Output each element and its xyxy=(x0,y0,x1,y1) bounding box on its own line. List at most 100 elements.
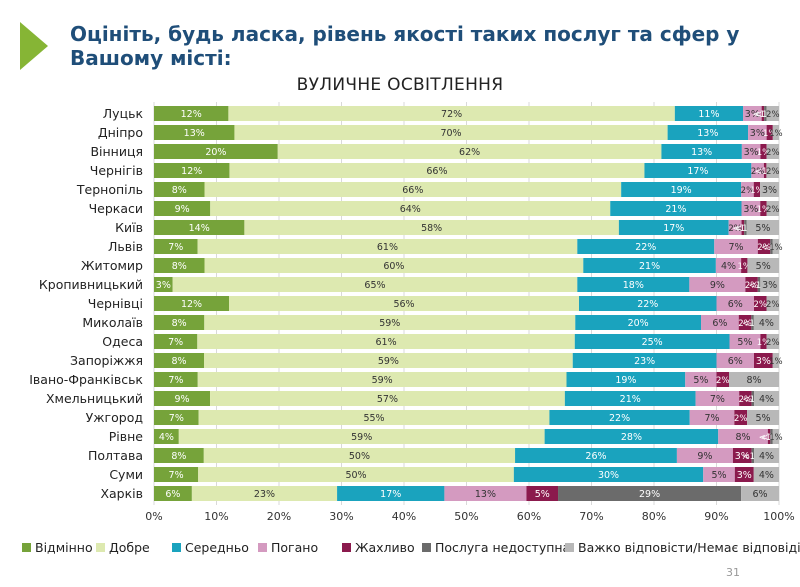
bar-segment xyxy=(760,144,767,159)
category-label: Івано-Франківськ xyxy=(29,372,143,387)
bar-segment xyxy=(766,334,779,349)
data-label: 66% xyxy=(426,166,447,177)
data-label: 12% xyxy=(181,299,202,310)
data-label: <1% xyxy=(749,281,770,291)
data-label: 17% xyxy=(380,489,401,500)
data-label: 3% xyxy=(762,185,777,196)
data-label: 8% xyxy=(171,356,186,367)
data-label: 7% xyxy=(710,394,725,405)
data-label: 6% xyxy=(712,318,727,329)
data-label: 58% xyxy=(421,223,442,234)
data-label: 5% xyxy=(756,413,771,424)
bar-segment xyxy=(210,201,611,216)
data-label: 2% xyxy=(728,224,742,234)
bar-segment xyxy=(154,125,235,140)
legend-item: Середньо xyxy=(172,540,249,555)
data-label: <1% xyxy=(743,395,764,405)
bar-segment xyxy=(689,410,735,425)
bar-segment xyxy=(760,277,779,292)
data-label: 61% xyxy=(377,242,398,253)
bar-segment xyxy=(661,144,742,159)
bar-segment xyxy=(544,429,719,444)
legend-label: Послуга недоступна xyxy=(435,540,571,555)
bar-segment xyxy=(728,220,742,235)
slide-heading: Оцініть, будь ласка, рівень якості таких… xyxy=(70,22,770,70)
legend-label: Середньо xyxy=(185,540,249,555)
bar-segment xyxy=(770,239,773,254)
bar-segment xyxy=(689,277,746,292)
bar-segment xyxy=(734,467,754,482)
data-label: 13% xyxy=(184,128,205,139)
data-label: 1% xyxy=(769,433,783,443)
data-label: <1% xyxy=(761,243,782,253)
data-label: 7% xyxy=(704,413,719,424)
bar-segment xyxy=(714,239,758,254)
bar-segment xyxy=(154,353,204,368)
bar-segment xyxy=(515,448,677,463)
bar-segment xyxy=(575,315,702,330)
data-label: 8% xyxy=(171,451,186,462)
category-label: Луцьк xyxy=(103,106,144,121)
bar-segment xyxy=(763,163,767,178)
data-label: 50% xyxy=(345,470,366,481)
bar-segment xyxy=(154,486,192,501)
bar-segment xyxy=(178,429,545,444)
bar-segment xyxy=(154,201,211,216)
data-label: 1% xyxy=(769,243,783,253)
data-label: 1% xyxy=(738,262,752,272)
bar-segment xyxy=(767,429,771,444)
data-label: 13% xyxy=(697,128,718,139)
data-label: 13% xyxy=(475,489,496,500)
data-label: 2% xyxy=(766,148,780,158)
data-label: 5% xyxy=(737,337,752,348)
data-label: 7% xyxy=(169,413,184,424)
legend-label: Жахливо xyxy=(355,540,415,555)
data-label: <1% xyxy=(743,452,764,462)
bar-segment xyxy=(766,201,779,216)
bar-segment xyxy=(753,315,779,330)
category-label: Тернопіль xyxy=(76,182,143,197)
data-label: 70% xyxy=(440,128,461,139)
bar-segment xyxy=(761,106,765,121)
bar-segment xyxy=(154,239,198,254)
data-label: 19% xyxy=(671,185,692,196)
x-tick-label: 40% xyxy=(392,510,416,523)
bar-segment xyxy=(154,220,245,235)
data-label: 59% xyxy=(351,432,372,443)
data-label: 2% xyxy=(766,338,780,348)
data-label: 5% xyxy=(711,470,726,481)
data-label: 2% xyxy=(739,395,753,405)
data-label: 3% xyxy=(743,204,758,215)
data-label: 30% xyxy=(598,470,619,481)
data-label: 8% xyxy=(735,432,750,443)
x-tick-label: 90% xyxy=(704,510,728,523)
bar-segment xyxy=(197,334,575,349)
bar-segment xyxy=(667,125,749,140)
data-label: 2% xyxy=(741,186,755,196)
bar-segment xyxy=(716,372,729,387)
bar-segment xyxy=(154,372,198,387)
category-label: Суми xyxy=(109,467,143,482)
bar-segment xyxy=(766,296,779,311)
bar-segment xyxy=(228,106,675,121)
legend-swatch xyxy=(422,543,431,552)
bar-segment xyxy=(716,296,754,311)
bar-segment xyxy=(772,125,779,140)
bar-segment xyxy=(154,429,179,444)
data-label: 18% xyxy=(623,280,644,291)
bar-segment xyxy=(734,410,748,425)
data-label: 65% xyxy=(364,280,385,291)
data-label: 2% xyxy=(745,281,759,291)
data-label: 7% xyxy=(168,242,183,253)
data-label: 17% xyxy=(663,223,684,234)
category-label: Хмельницький xyxy=(46,391,143,406)
data-label: 3% xyxy=(737,470,752,481)
data-label: 61% xyxy=(375,337,396,348)
x-tick-label: 80% xyxy=(642,510,666,523)
data-label: 7% xyxy=(168,375,183,386)
category-label: Київ xyxy=(115,220,143,235)
legend-swatch xyxy=(258,543,267,552)
data-label: 8% xyxy=(172,318,187,329)
category-label: Миколаїв xyxy=(82,315,143,330)
bar-segment xyxy=(154,315,205,330)
